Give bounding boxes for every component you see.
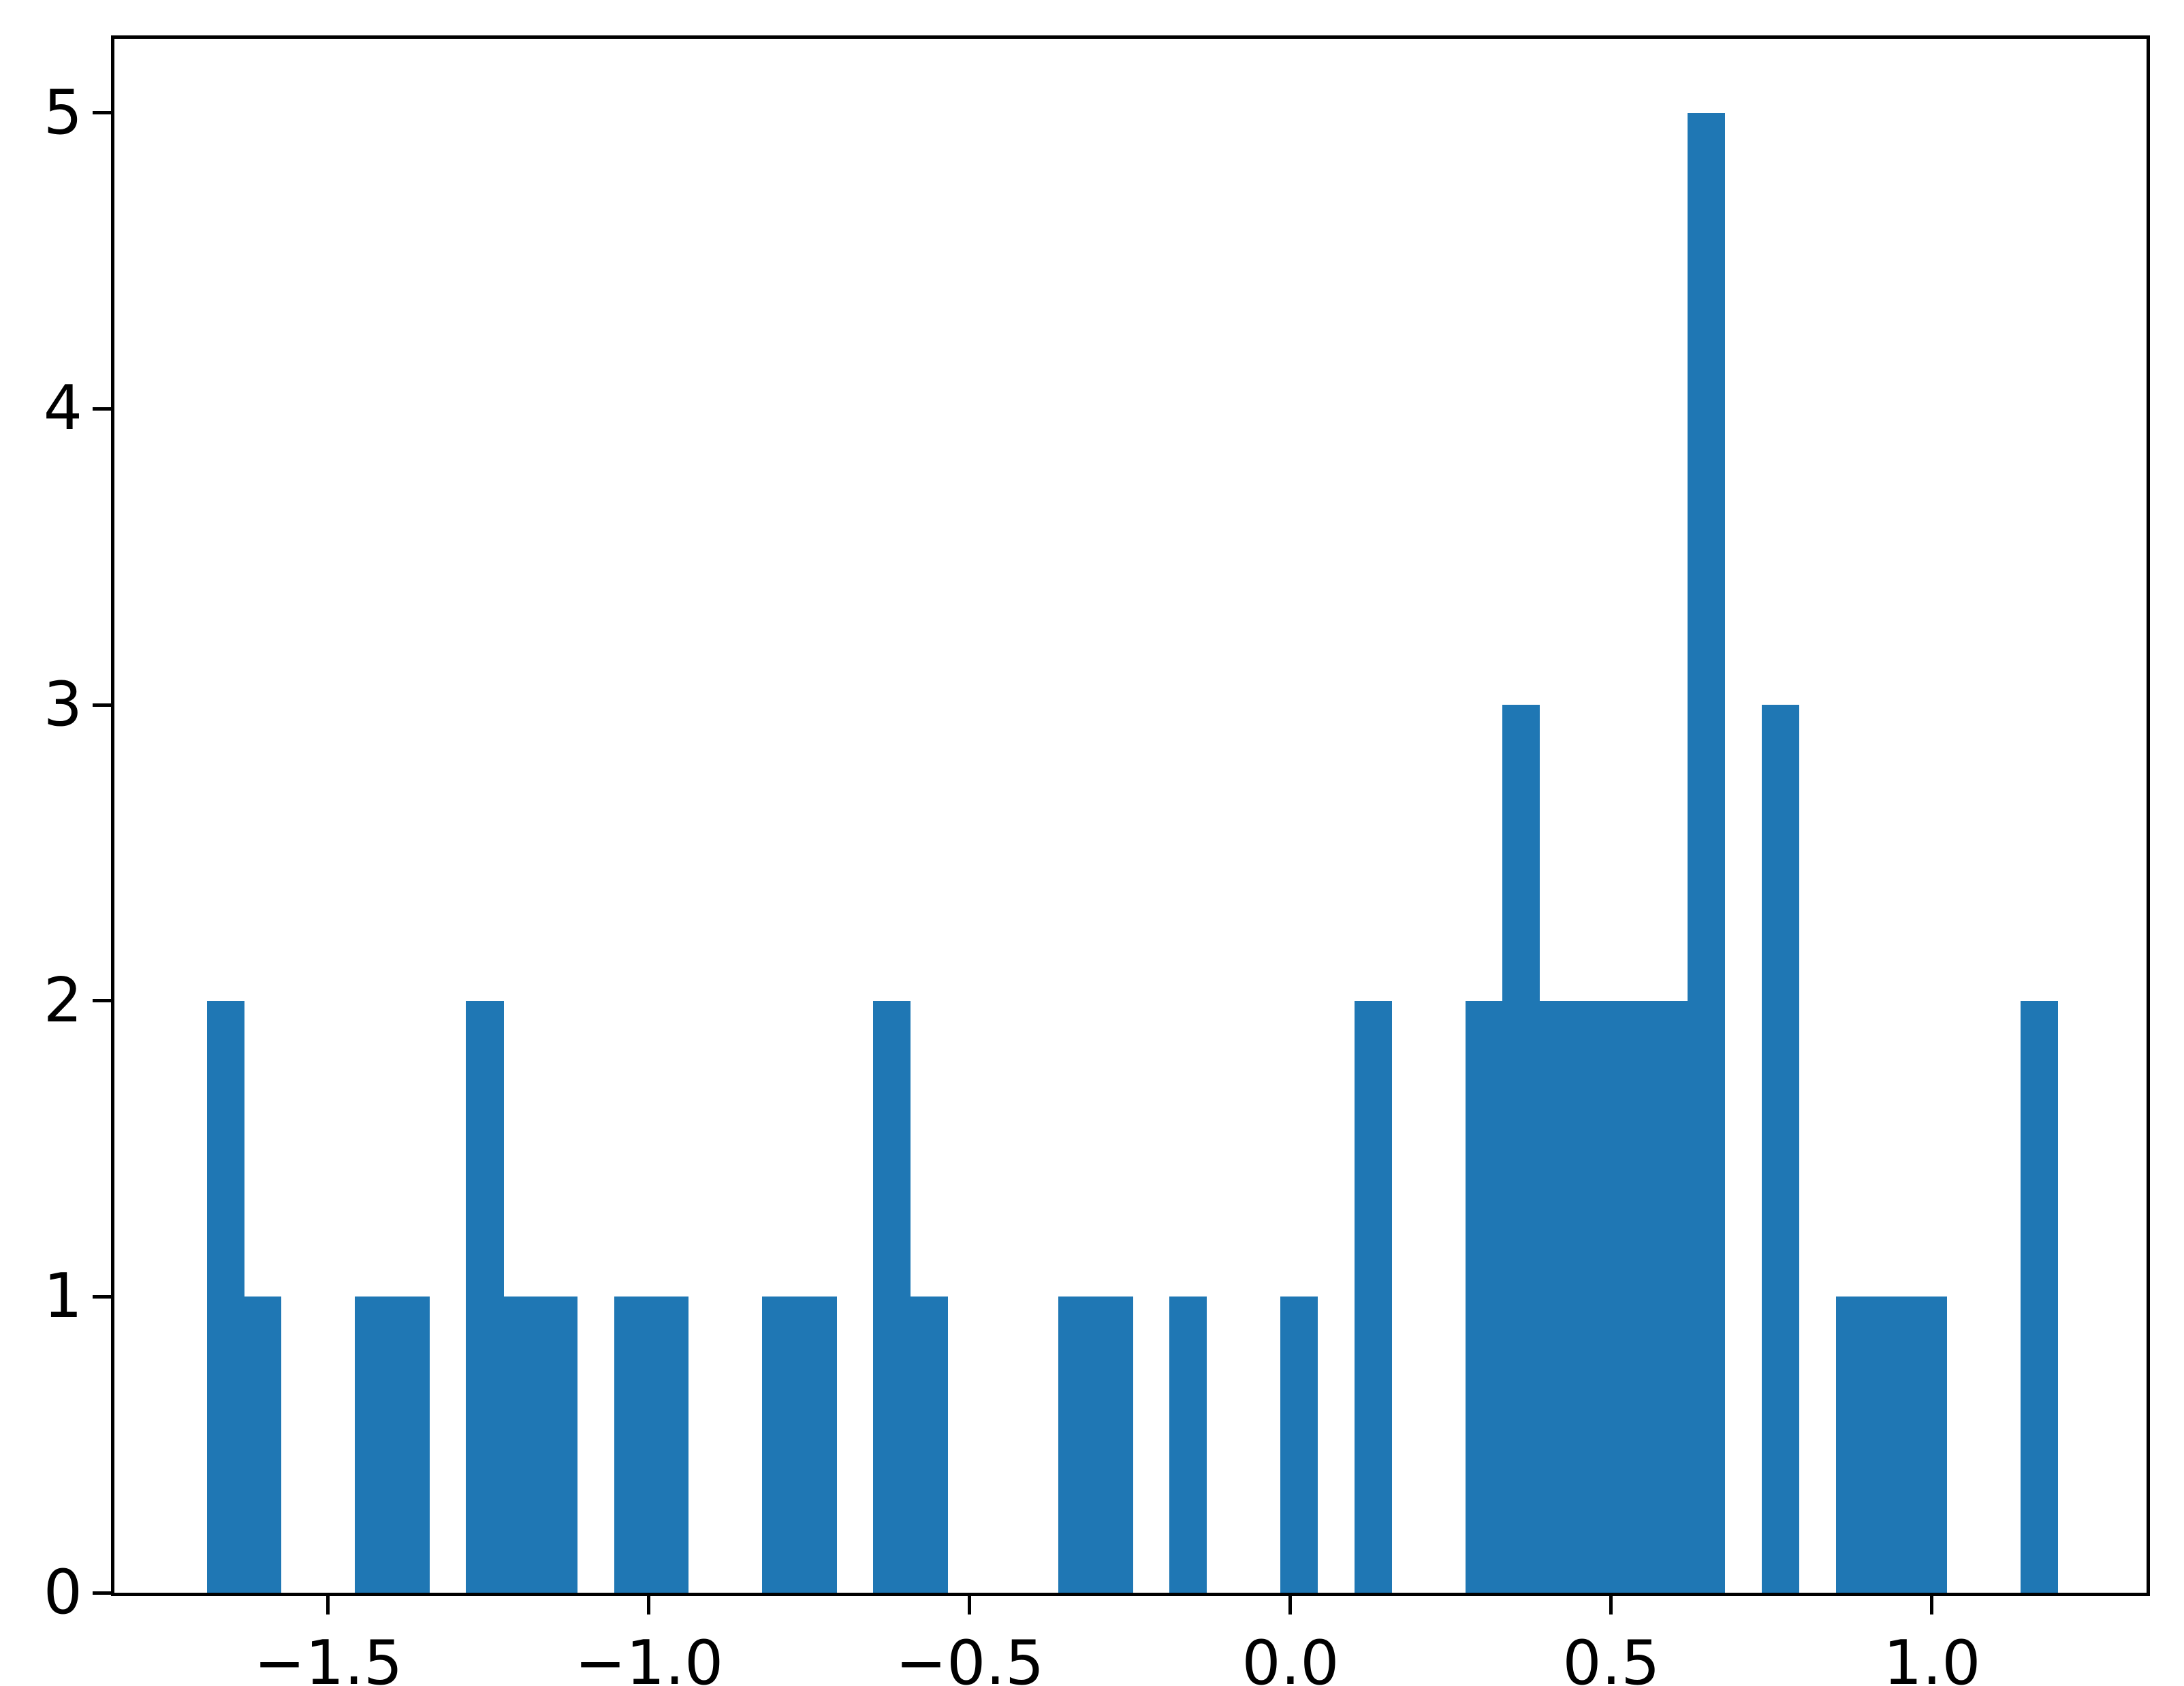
- histogram-bar: [910, 1297, 948, 1593]
- histogram-bar: [1872, 1297, 1910, 1593]
- x-tick-label: 0.0: [1241, 1627, 1340, 1686]
- y-tick-label: 1: [43, 1260, 82, 1333]
- y-tick-label: 0: [43, 1557, 82, 1628]
- x-tick-mark: [1609, 1596, 1613, 1615]
- histogram-bar: [1650, 1000, 1688, 1593]
- histogram-bar: [873, 1000, 911, 1593]
- y-tick-mark: [93, 111, 111, 115]
- plot-area: [111, 35, 2150, 1596]
- y-tick-label: 5: [43, 76, 82, 148]
- histogram-bar: [1835, 1297, 1873, 1593]
- x-tick-label: −1.5: [253, 1627, 403, 1686]
- y-tick-label: 2: [43, 964, 82, 1036]
- histogram-bar: [1058, 1297, 1096, 1593]
- histogram-bar: [540, 1297, 578, 1593]
- y-tick-mark: [93, 1294, 111, 1299]
- histogram-bar: [1688, 112, 1726, 1593]
- histogram-bar: [1465, 1000, 1504, 1593]
- histogram-bar: [799, 1297, 837, 1593]
- histogram-bar: [1761, 705, 1799, 1593]
- y-tick-mark: [93, 407, 111, 411]
- histogram-bar: [762, 1297, 800, 1593]
- bars-layer: [114, 39, 2147, 1593]
- histogram-bar: [614, 1297, 652, 1593]
- histogram-bar: [1910, 1297, 1948, 1593]
- y-tick-label: 3: [43, 669, 82, 740]
- histogram-bar: [206, 1000, 245, 1593]
- x-tick-label: 0.5: [1562, 1627, 1660, 1686]
- histogram-bar: [1169, 1297, 1207, 1593]
- x-tick-mark: [968, 1596, 972, 1615]
- histogram-bar: [1095, 1297, 1133, 1593]
- y-tick-mark: [93, 1591, 111, 1595]
- x-tick-label: −0.5: [895, 1627, 1045, 1686]
- histogram-bar: [2021, 1000, 2059, 1593]
- histogram-bar: [1539, 1000, 1577, 1593]
- x-tick-mark: [1288, 1596, 1293, 1615]
- y-tick-label: 4: [43, 372, 82, 445]
- x-tick-mark: [647, 1596, 651, 1615]
- histogram-bar: [1502, 705, 1540, 1593]
- histogram-bar: [651, 1297, 689, 1593]
- histogram-bar: [503, 1297, 541, 1593]
- histogram-bar: [1577, 1000, 1615, 1593]
- histogram-bar: [1280, 1297, 1318, 1593]
- histogram-bar: [1613, 1000, 1651, 1593]
- y-tick-mark: [93, 999, 111, 1003]
- histogram-bar: [392, 1297, 430, 1593]
- histogram-bar: [355, 1297, 393, 1593]
- histogram-bar: [1354, 1000, 1393, 1593]
- x-tick-label: 1.0: [1883, 1627, 1981, 1686]
- x-tick-label: −1.0: [574, 1627, 724, 1686]
- x-tick-mark: [326, 1596, 330, 1615]
- histogram-bar: [466, 1000, 504, 1593]
- x-tick-mark: [1930, 1596, 1934, 1615]
- y-tick-mark: [93, 703, 111, 707]
- histogram-bar: [244, 1297, 282, 1593]
